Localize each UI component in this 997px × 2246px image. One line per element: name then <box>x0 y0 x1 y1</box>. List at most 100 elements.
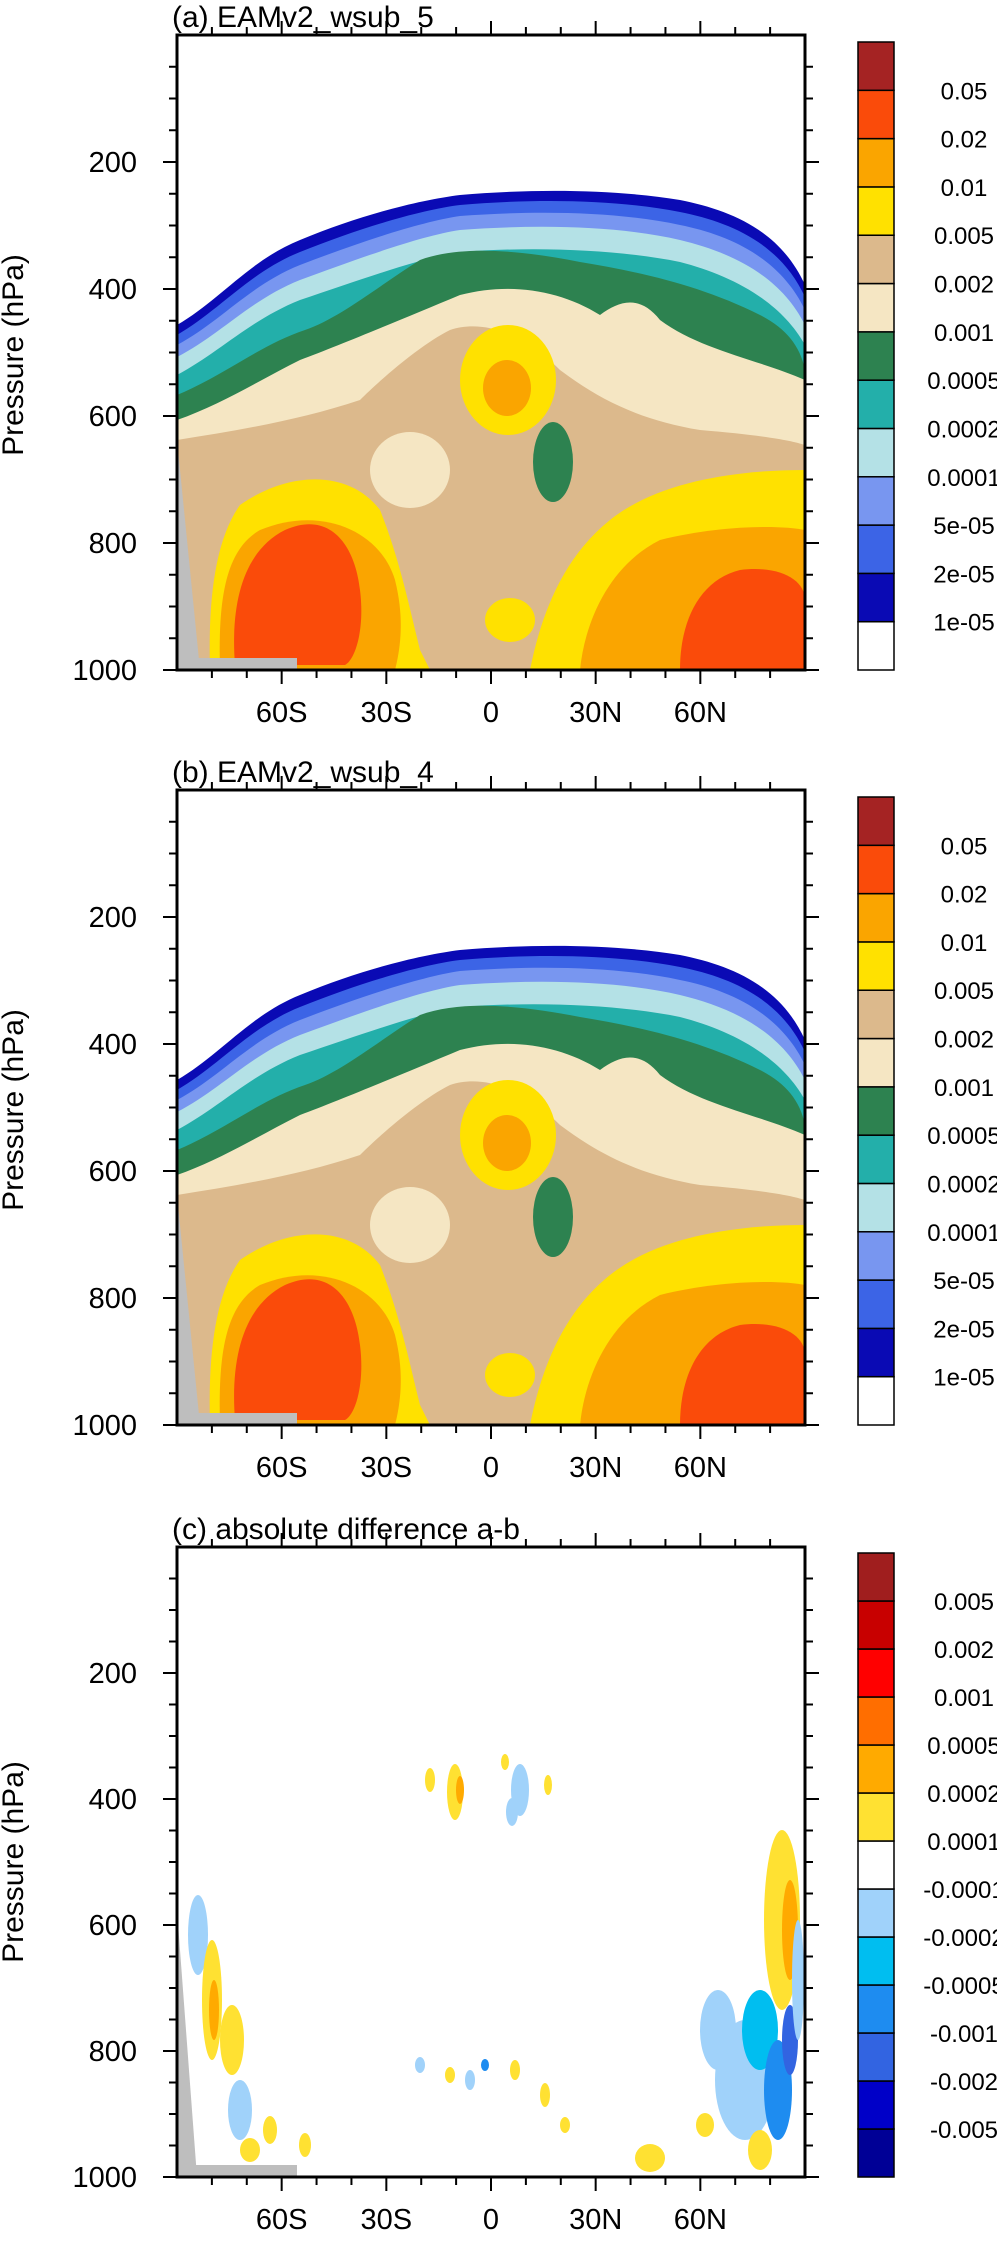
colorbar-label: 5e-05 <box>933 1268 994 1295</box>
y-tick-label: 1000 <box>72 655 137 687</box>
colorbar-swatch <box>857 1648 895 1698</box>
y-tick-label: 800 <box>89 528 137 560</box>
colorbar-label: 0.05 <box>941 78 988 105</box>
panel-c-ylabel: Pressure (hPa) <box>0 1761 30 1963</box>
colorbar-label: 0.002 <box>934 1027 994 1054</box>
colorbar-label: 1e-05 <box>933 610 994 637</box>
missing-data-region <box>177 1910 197 2177</box>
missing-data-strip <box>177 1413 297 1425</box>
colorbar-swatch <box>857 1696 895 1746</box>
diff-patch <box>456 1776 464 1804</box>
diff-patch <box>299 2133 311 2157</box>
colorbar-swatch <box>857 892 895 943</box>
panel-a-ylabel: Pressure (hPa) <box>0 254 30 456</box>
colorbar-label: 0.0001 <box>927 1829 997 1856</box>
colorbar-swatch <box>857 1086 895 1136</box>
diff-patch <box>506 1798 518 1826</box>
colorbar-label: 0.01 <box>941 930 988 957</box>
colorbar-label: 2e-05 <box>933 561 994 588</box>
colorbar-swatch <box>857 572 895 623</box>
diff-patch <box>635 2144 665 2172</box>
colorbar-label: 0.0001 <box>927 465 997 492</box>
diff-patch <box>748 2130 772 2170</box>
colorbar-label: 0.0001 <box>927 1220 997 1247</box>
colorbar-swatch <box>857 941 895 991</box>
x-tick-label: 60N <box>674 1452 727 1484</box>
x-tick-label: 0 <box>483 2204 499 2236</box>
colorbar-swatch <box>857 1279 895 1330</box>
missing-data-region <box>177 440 200 670</box>
x-tick-label: 60N <box>674 2204 727 2236</box>
colorbar-label: 0.02 <box>941 127 988 154</box>
colorbar-label: 0.0002 <box>927 416 997 443</box>
patch-0.001-lower-sh <box>370 1187 450 1263</box>
x-tick-label: 60S <box>256 1452 308 1484</box>
diff-patch <box>481 2059 489 2071</box>
colorbar-swatch <box>857 1888 895 1938</box>
y-tick-label: 200 <box>89 1658 137 1690</box>
colorbar-swatch <box>857 331 895 381</box>
colorbar-swatch <box>857 41 895 92</box>
colorbar-swatch <box>857 989 895 1040</box>
patch-0.02-upper <box>483 1115 531 1171</box>
panel-c-plot-area <box>177 1547 805 2177</box>
colorbar-swatch <box>857 282 895 333</box>
colorbar-label: 0.001 <box>934 320 994 347</box>
colorbar-label: 0.02 <box>941 882 988 909</box>
colorbar-swatch <box>857 234 895 285</box>
y-tick-label: 1000 <box>72 1410 137 1442</box>
colorbar-label: -0.001 <box>930 2021 997 2048</box>
diff-patch <box>209 1980 219 2040</box>
diff-patch <box>540 2083 550 2107</box>
colorbar-swatch <box>857 1375 895 1426</box>
colorbar-swatch <box>857 1984 895 2034</box>
panel-b-title: (b) EAMv2_wsub_4 <box>172 756 434 789</box>
colorbar-swatch <box>857 1231 895 1281</box>
y-tick-label: 600 <box>89 401 137 433</box>
diff-patch <box>544 1775 552 1795</box>
colorbar-label: 5e-05 <box>933 513 994 540</box>
fill-0.05-sh <box>234 1279 362 1420</box>
colorbar-label: 0.002 <box>934 272 994 299</box>
fill-0.05-sh <box>234 524 362 665</box>
y-tick-label: 800 <box>89 2036 137 2068</box>
y-tick-label: 600 <box>89 1910 137 1942</box>
y-tick-label: 1000 <box>72 2162 137 2194</box>
y-tick-label: 400 <box>89 1029 137 1061</box>
colorbar-swatch <box>857 137 895 188</box>
colorbar-swatch <box>857 1552 895 1602</box>
colorbar-swatch <box>857 524 895 575</box>
diff-patch <box>445 2067 455 2083</box>
y-tick-label: 200 <box>89 147 137 179</box>
diff-patch <box>240 2138 260 2162</box>
colorbar-label: 0.001 <box>934 1075 994 1102</box>
colorbar-swatch <box>857 1792 895 1842</box>
panel-b-ylabel: Pressure (hPa) <box>0 1009 30 1211</box>
diff-patch <box>220 2005 244 2075</box>
colorbar-swatch <box>857 1840 895 1890</box>
missing-data-strip <box>177 2165 297 2177</box>
x-tick-label: 0 <box>483 1452 499 1484</box>
colorbar-label: 0.005 <box>934 223 994 250</box>
colorbar-swatch <box>857 1134 895 1185</box>
colorbar-label: 0.05 <box>941 833 988 860</box>
colorbar-label: 0.0002 <box>927 1171 997 1198</box>
panel-c-contours <box>177 1754 804 2177</box>
colorbar-swatch <box>857 476 895 526</box>
colorbar-label: 0.002 <box>934 1637 994 1664</box>
colorbar-label: -0.005 <box>930 2117 997 2144</box>
patch-0.005-lower <box>485 598 535 642</box>
x-tick-label: 30N <box>569 1452 622 1484</box>
x-tick-label: 60S <box>256 697 308 729</box>
colorbar-label: 0.0005 <box>927 1733 997 1760</box>
diff-patch <box>696 2113 714 2137</box>
panel-a-title: (a) EAMv2_wsub_5 <box>172 1 434 34</box>
patch-0.0005-midlevel <box>533 1177 573 1257</box>
patch-0.02-upper <box>483 360 531 416</box>
panel-b-contours <box>177 945 805 1425</box>
colorbar-label: 0.0005 <box>927 1123 997 1150</box>
colorbar-swatch <box>857 2080 895 2130</box>
colorbar-swatch <box>857 1182 895 1233</box>
colorbar-swatch <box>857 1037 895 1088</box>
